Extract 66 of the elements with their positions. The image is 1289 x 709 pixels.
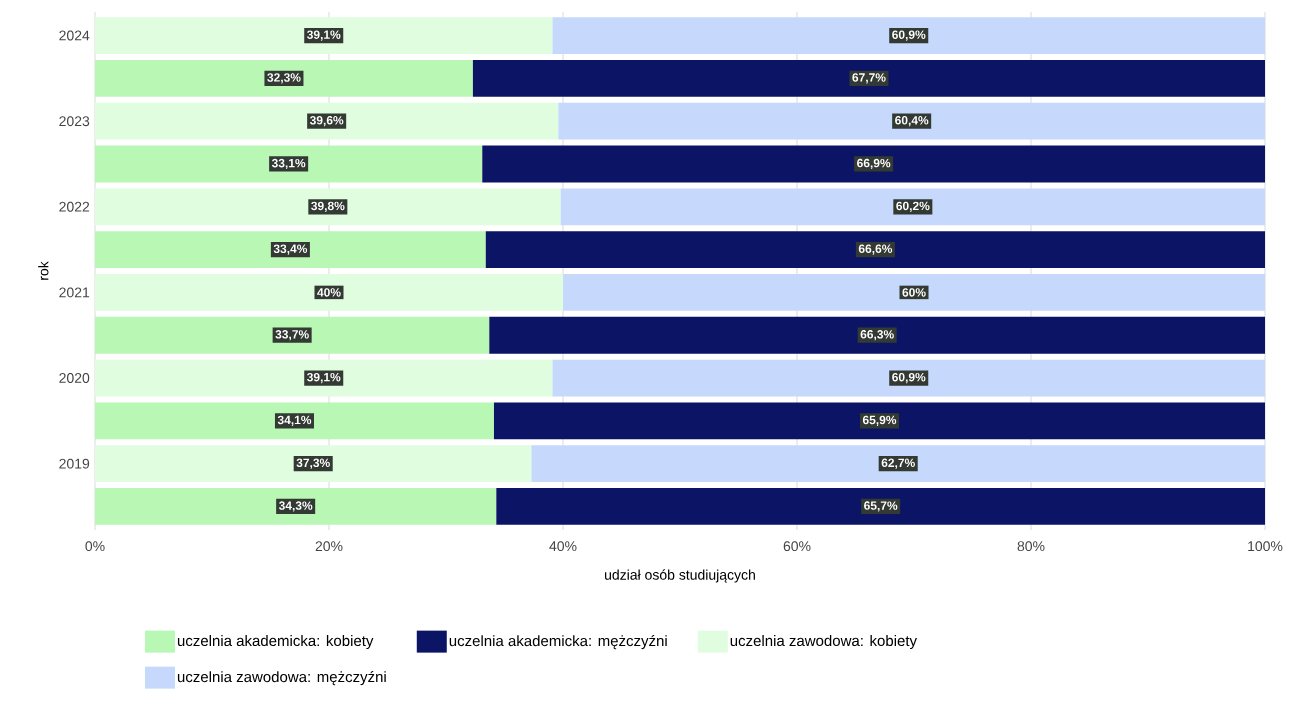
data-label: 60,2%: [896, 201, 930, 212]
bar: [95, 274, 563, 311]
data-label: 66,6%: [858, 244, 893, 255]
data-label: 67,7%: [852, 73, 886, 84]
x-tick-label: 40%: [549, 541, 577, 552]
x-tick-label: 20%: [315, 541, 343, 552]
legend-label: uczelnia akademicka: kobiety: [177, 635, 374, 650]
data-label: 37,3%: [296, 458, 330, 469]
data-label: 33,4%: [273, 244, 308, 255]
y-tick-label: 2021: [59, 287, 90, 298]
x-tick-label: 100%: [1248, 541, 1283, 552]
bar: [95, 402, 494, 440]
bar: [95, 231, 486, 269]
y-tick-label: 2024: [59, 30, 90, 41]
bar: [95, 59, 473, 97]
data-label: 39,1%: [307, 372, 341, 384]
data-label: 62,7%: [881, 458, 915, 469]
legend-label: uczelnia zawodowa: kobiety: [730, 635, 917, 650]
bar: [558, 102, 1265, 140]
data-label: 40%: [317, 288, 341, 297]
legend-label: uczelnia akademicka: mężczyźni: [449, 634, 667, 650]
bar: [552, 359, 1265, 397]
bar: [95, 359, 553, 397]
bar: [531, 445, 1265, 483]
bar: [493, 402, 1265, 440]
bar: [563, 274, 1265, 311]
bar: [95, 188, 561, 226]
bar: [489, 316, 1265, 354]
x-tick-label: 80%: [1017, 541, 1045, 552]
data-label: 33,1%: [271, 158, 306, 170]
data-label: 65,7%: [864, 501, 898, 512]
legend-label: uczelnia zawodowa: mężczyźni: [177, 670, 386, 686]
y-tick-label: 2023: [59, 116, 90, 127]
bar: [95, 102, 559, 140]
data-label: 66,3%: [860, 330, 894, 341]
data-label: 34,1%: [277, 415, 312, 426]
y-tick-label: 2022: [59, 201, 90, 212]
bar: [482, 145, 1265, 183]
data-label: 39,1%: [307, 30, 341, 41]
bar: [95, 17, 553, 54]
data-label: 39,6%: [309, 116, 344, 127]
bar: [472, 59, 1265, 97]
bar: [552, 17, 1265, 54]
bar: [95, 145, 483, 183]
bar: [95, 445, 532, 483]
bar: [485, 231, 1265, 269]
y-tick-label: 2020: [59, 373, 90, 383]
y-tick-label: 2019: [59, 458, 90, 469]
bar: [95, 316, 490, 354]
data-label: 60,9%: [892, 30, 926, 41]
data-label: 60%: [902, 288, 926, 297]
bar: [560, 188, 1265, 226]
data-label: 65,9%: [862, 415, 897, 426]
x-tick-label: 60%: [783, 541, 811, 552]
data-label: 34,3%: [278, 501, 313, 512]
data-label: 39,8%: [311, 201, 345, 212]
bar: [95, 488, 497, 525]
data-label: 32,3%: [267, 73, 301, 84]
x-tick-label: 0%: [85, 541, 105, 552]
bar: [496, 488, 1265, 525]
x-axis-title: udział osób studiujących: [605, 569, 755, 583]
data-label: 33,7%: [275, 330, 309, 341]
data-label: 60,4%: [895, 116, 929, 127]
data-label: 60,9%: [892, 372, 926, 384]
data-label: 66,9%: [857, 158, 891, 170]
y-axis-title: rok: [38, 261, 49, 280]
